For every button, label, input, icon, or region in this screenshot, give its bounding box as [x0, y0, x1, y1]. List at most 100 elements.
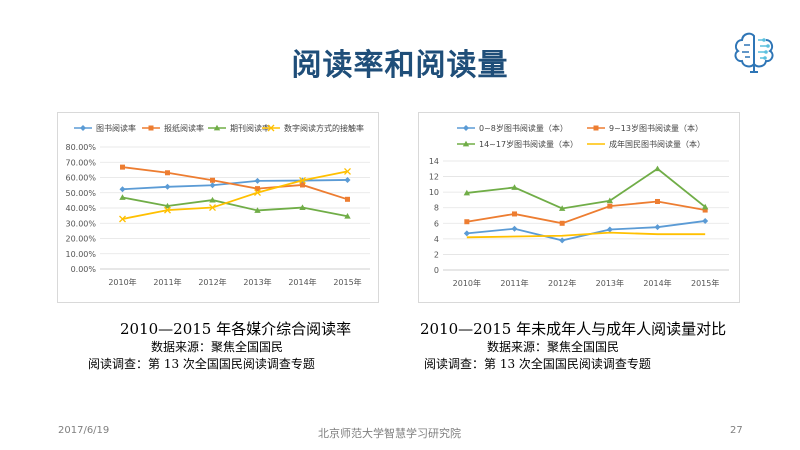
chart1-data-point — [254, 189, 261, 197]
chart2-data-point — [463, 230, 470, 237]
chart1-data-point — [344, 167, 351, 175]
chart2-data-point — [655, 198, 660, 204]
chart2-data-point — [654, 165, 661, 172]
chart2-data-point — [701, 203, 709, 210]
chart2-legend-label: 14~17岁图书阅读量（本） — [479, 139, 578, 149]
chart1-legend-label: 报纸阅读率 — [164, 123, 204, 133]
chart2-data-point — [654, 224, 661, 231]
chart1-data-point — [255, 186, 260, 192]
chart2-legend-swatch-marker — [593, 125, 599, 131]
chart1-y-tick-label: 40.00% — [65, 204, 96, 213]
chart1-data-point — [120, 164, 125, 170]
chart1-y-tick-label: 50.00% — [65, 189, 96, 198]
chart2-caption-title: 2010—2015 年未成年人与成年人阅读量对比 — [420, 320, 727, 338]
chart2-data-point — [512, 211, 517, 217]
chart2-data-point — [606, 226, 613, 233]
chart1-data-point — [254, 207, 261, 213]
chart1-data-point — [299, 176, 306, 184]
reading-volume-chart: 0 2 4 6 8 10 12 14 2010年 2011年 2012年 2013年 2014年 2015… — [418, 112, 740, 303]
chart2-data-point — [559, 220, 565, 226]
chart1-caption-survey: 阅读调查：第 13 次全国国民阅读调查专题 — [88, 357, 315, 371]
chart2-y-tick-label: 12 — [429, 173, 439, 182]
chart2-data-point — [463, 189, 471, 196]
chart1-data-point — [344, 213, 351, 219]
chart1-x-tick-label: 2013年 — [243, 277, 271, 287]
chart1-y-tick-label: 80.00% — [65, 143, 96, 152]
chart1-data-point — [119, 186, 126, 193]
slide-title: 阅读率和阅读量 — [291, 48, 509, 83]
chart1-y-tick-label: 0.00% — [71, 265, 97, 274]
chart1-data-point — [164, 202, 171, 209]
chart2-y-tick-label: 2 — [434, 250, 439, 259]
chart2-x-tick-label: 2013年 — [596, 278, 624, 288]
chart1-y-tick-label: 30.00% — [65, 219, 96, 228]
chart1-data-point — [164, 206, 171, 214]
chart1-x-tick-label: 2010年 — [108, 277, 136, 287]
chart2-data-point — [558, 205, 566, 211]
chart1-series-line — [122, 170, 348, 220]
chart2-x-tick-label: 2011年 — [500, 278, 528, 288]
chart2-series-line — [466, 200, 706, 225]
reading-rate-chart-svg: 0.00% 10.00% 20.00% 30.00% 40.00% 50.00% 60.00… — [65, 123, 370, 287]
chart1-caption-source: 数据来源：聚焦全国国民 — [151, 340, 284, 354]
chart2-legend-swatch — [457, 125, 475, 131]
chart1-y-tick-label: 60.00% — [65, 174, 96, 183]
chart1-series-line — [122, 166, 348, 201]
chart1-data-point — [345, 196, 350, 202]
chart1-data-point — [299, 204, 306, 210]
chart2-caption-survey: 阅读调查：第 13 次全国国民阅读调查专题 — [424, 357, 651, 371]
chart1-data-point — [210, 177, 215, 183]
chart2-x-tick-label: 2012年 — [548, 278, 576, 288]
chart1-data-point — [344, 176, 351, 183]
chart1-x-tick-label: 2015年 — [333, 277, 361, 287]
reading-volume-chart-svg: 0 2 4 6 8 10 12 14 2010年 2011年 2012年 2013年 2014年 2015… — [429, 123, 729, 288]
chart1-series-line — [122, 196, 348, 218]
chart2-legend-label: 成年国民图书阅读量（本） — [609, 139, 705, 149]
chart2-y-tick-label: 0 — [434, 266, 439, 275]
chart2-y-tick-label: 8 — [434, 204, 439, 213]
chart2-legend-label: 0~8岁图书阅读量（本） — [479, 123, 568, 133]
chart2-y-tick-label: 14 — [429, 157, 439, 166]
chart1-data-point — [119, 194, 126, 200]
chart1-legend-swatch — [208, 124, 226, 131]
chart1-legend-swatch-marker — [267, 124, 275, 132]
chart2-data-point — [464, 219, 470, 225]
chart1-series-line — [122, 179, 348, 191]
chart2-series-line — [466, 231, 706, 239]
chart1-data-point — [209, 196, 216, 203]
chart1-legend-label: 数字阅读方式的接触率 — [284, 123, 364, 133]
chart2-data-point — [606, 197, 614, 204]
chart2-data-point — [702, 217, 709, 224]
reading-rate-chart: 0.00% 10.00% 20.00% 30.00% 40.00% 50.00% 60.00… — [57, 112, 379, 303]
chart1-data-point — [209, 182, 216, 189]
chart1-data-point — [165, 170, 170, 176]
chart2-legend-swatch — [587, 125, 605, 131]
chart1-data-point — [300, 182, 305, 188]
chart1-y-tick-label: 10.00% — [65, 250, 96, 259]
chart1-y-tick-label: 20.00% — [65, 235, 96, 244]
chart1-x-tick-label: 2012年 — [198, 277, 226, 287]
chart1-x-tick-label: 2014年 — [288, 277, 316, 287]
chart1-legend-label: 图书阅读率 — [96, 123, 136, 133]
brain-circuit-logo-icon — [734, 32, 774, 73]
chart2-x-tick-label: 2010年 — [453, 278, 481, 288]
footer-institution: 北京师范大学智慧学习研究院 — [318, 427, 461, 440]
chart1-legend-swatch-marker — [213, 124, 221, 131]
chart1-legend-swatch-marker — [80, 125, 86, 131]
chart1-legend-swatch-marker — [148, 125, 154, 131]
chart1-caption-title: 2010—2015 年各媒介综合阅读率 — [120, 320, 352, 338]
chart1-data-point — [119, 215, 126, 223]
chart1-legend-swatch — [142, 125, 160, 131]
chart2-legend-label: 9~13岁图书阅读量（本） — [609, 123, 703, 133]
chart1-x-tick-label: 2011年 — [153, 277, 181, 287]
chart1-legend-swatch — [74, 125, 92, 131]
chart2-data-point — [559, 237, 566, 244]
chart2-x-tick-label: 2014年 — [643, 278, 671, 288]
chart2-data-point — [511, 184, 518, 190]
chart2-legend-swatch — [457, 140, 475, 147]
chart1-data-point — [164, 183, 171, 190]
chart1-y-tick-label: 70.00% — [65, 158, 96, 167]
chart2-caption-source: 数据来源：聚焦全国国民 — [487, 340, 620, 354]
chart2-data-point — [702, 207, 708, 213]
footer-date: 2017/6/19 — [58, 425, 110, 436]
